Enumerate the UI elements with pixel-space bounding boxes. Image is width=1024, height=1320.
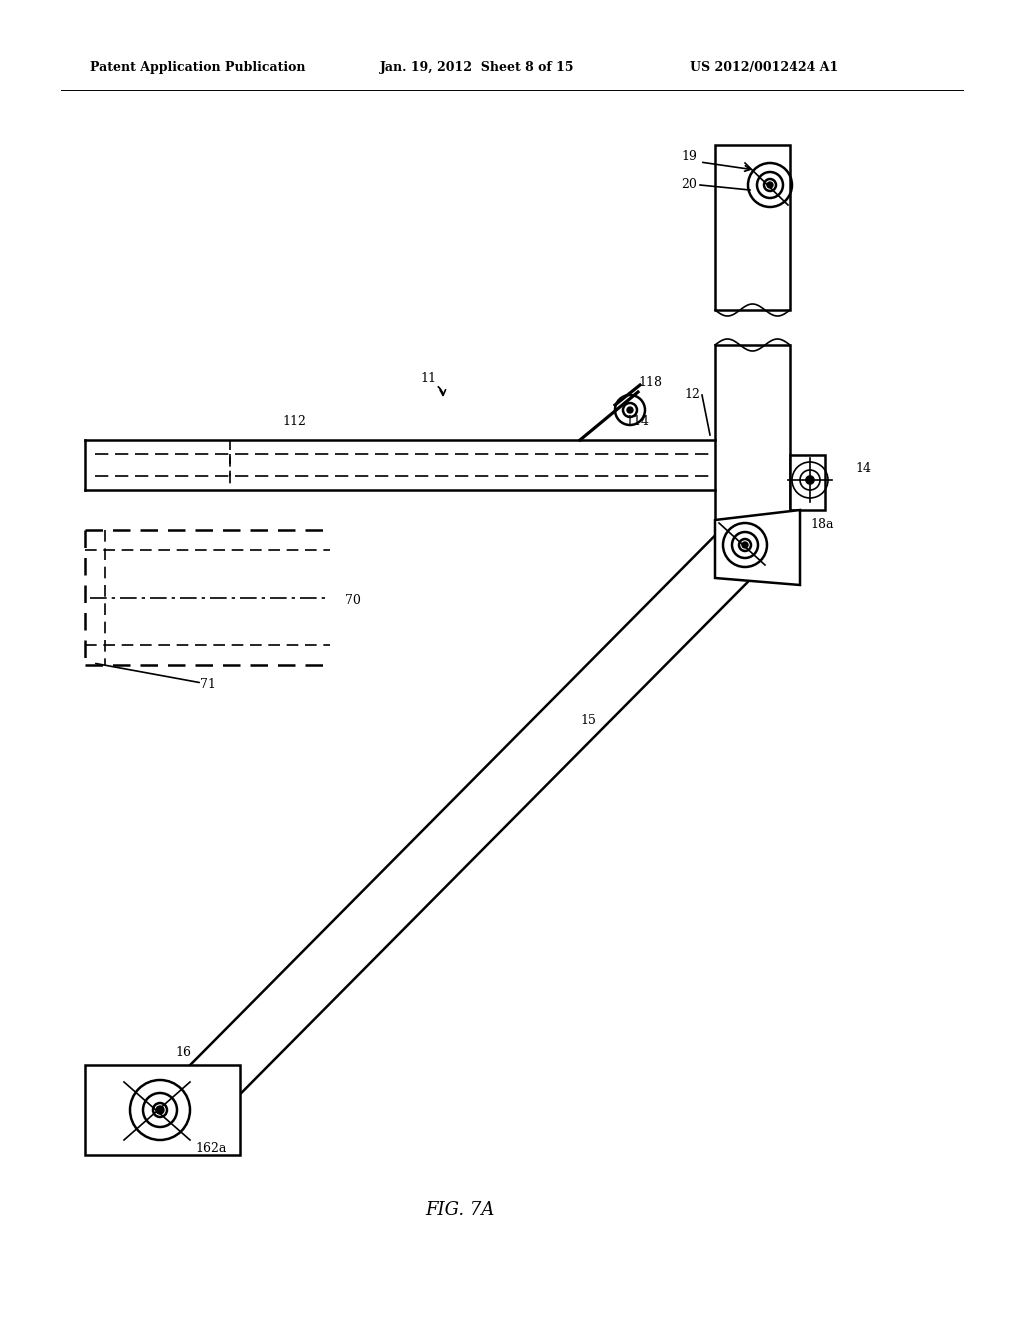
Text: 16: 16	[175, 1047, 191, 1060]
Text: 162a: 162a	[195, 1142, 226, 1155]
Text: 18a: 18a	[810, 519, 834, 532]
Bar	[715, 345, 790, 565]
Circle shape	[156, 1106, 164, 1114]
Text: 20: 20	[681, 178, 697, 191]
Text: 12: 12	[684, 388, 700, 401]
Text: 71: 71	[200, 678, 216, 692]
Circle shape	[627, 407, 633, 413]
Text: US 2012/0012424 A1: US 2012/0012424 A1	[690, 62, 839, 74]
Bar	[715, 145, 790, 310]
Circle shape	[742, 543, 748, 548]
Text: 114: 114	[625, 414, 649, 428]
Text: 19: 19	[681, 150, 697, 164]
Circle shape	[767, 182, 773, 187]
Text: FIG. 7A: FIG. 7A	[425, 1201, 495, 1218]
Text: 15: 15	[580, 714, 596, 726]
Polygon shape	[715, 510, 800, 585]
Text: 14: 14	[855, 462, 871, 474]
Text: 112: 112	[282, 414, 306, 428]
Text: 11: 11	[420, 371, 436, 384]
Text: 118: 118	[638, 375, 662, 388]
Bar	[85, 1065, 240, 1155]
Text: Patent Application Publication: Patent Application Publication	[90, 62, 305, 74]
Text: Jan. 19, 2012  Sheet 8 of 15: Jan. 19, 2012 Sheet 8 of 15	[380, 62, 574, 74]
Polygon shape	[165, 525, 765, 1130]
Circle shape	[807, 477, 813, 483]
Bar	[790, 455, 825, 510]
Text: 70: 70	[345, 594, 360, 606]
